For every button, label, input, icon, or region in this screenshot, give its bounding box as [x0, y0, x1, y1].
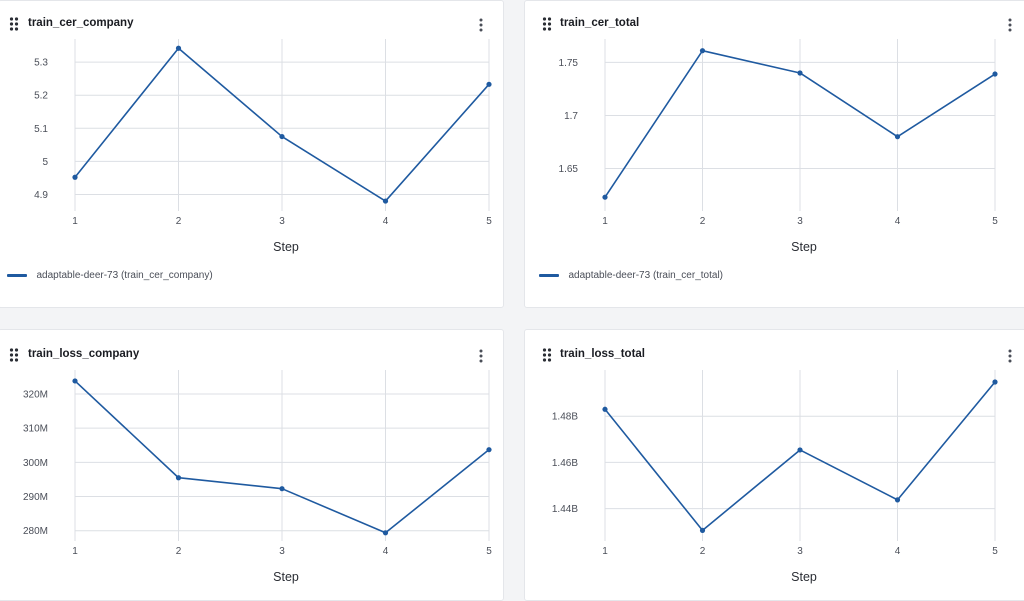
- y-tick-label: 5: [42, 157, 48, 168]
- x-tick-label: 3: [797, 216, 803, 227]
- data-point[interactable]: [382, 198, 389, 204]
- data-point[interactable]: [72, 378, 78, 384]
- panel-title: train_cer_company: [28, 17, 134, 29]
- panel-header: train_loss_company: [0, 330, 503, 376]
- x-tick-label: 4: [895, 546, 901, 557]
- x-axis-label: Step: [791, 240, 817, 254]
- y-tick-label: 5.3: [34, 58, 48, 69]
- x-tick-label: 5: [992, 546, 998, 557]
- panel-header: train_cer_total: [525, 1, 1024, 47]
- x-tick-label: 3: [279, 216, 285, 227]
- more-vertical-icon[interactable]: [1006, 17, 1014, 33]
- data-point[interactable]: [797, 447, 803, 453]
- panel-header: train_cer_company: [0, 1, 503, 47]
- legend-label: adaptable-deer-73 (train_cer_total): [568, 270, 723, 282]
- x-tick-label: 1: [72, 216, 78, 227]
- y-tick-label: 1.7: [564, 111, 578, 122]
- more-vertical-icon[interactable]: [477, 17, 485, 33]
- data-point[interactable]: [175, 45, 182, 51]
- x-tick-label: 2: [176, 216, 182, 227]
- data-point[interactable]: [699, 527, 706, 533]
- drag-handle-icon[interactable]: [9, 17, 19, 31]
- data-point[interactable]: [602, 194, 608, 200]
- data-point[interactable]: [279, 486, 285, 492]
- drag-handle-icon[interactable]: [542, 348, 552, 362]
- data-point[interactable]: [382, 530, 389, 536]
- panel-train-cer-total: train_cer_total 1.65 1.7 1.75 1 2 3 4 5 Step ada…: [524, 0, 1024, 308]
- y-tick-label: 5.2: [34, 91, 48, 102]
- x-axis-label: Step: [273, 570, 299, 584]
- panel-title: train_loss_company: [28, 348, 140, 360]
- x-tick-label: 2: [700, 546, 706, 557]
- y-tick-label: 5.1: [34, 124, 48, 135]
- y-tick-label: 280M: [23, 526, 48, 537]
- x-tick-label: 2: [700, 216, 706, 227]
- data-point[interactable]: [797, 70, 803, 76]
- y-tick-label: 1.65: [559, 164, 579, 175]
- panel-header: train_loss_total: [525, 330, 1024, 376]
- x-tick-label: 5: [486, 216, 492, 227]
- x-tick-label: 1: [602, 546, 608, 557]
- y-tick-label: 290M: [23, 492, 48, 503]
- x-tick-label: 2: [176, 546, 182, 557]
- more-vertical-icon[interactable]: [477, 348, 485, 364]
- x-tick-label: 1: [602, 216, 608, 227]
- data-point[interactable]: [279, 133, 285, 140]
- x-tick-label: 4: [383, 216, 389, 227]
- y-tick-label: 320M: [23, 389, 48, 400]
- panel-train-loss-company: train_loss_company 280M 290M 300M 310M 320M 1…: [0, 329, 504, 601]
- y-tick-label: 1.75: [559, 58, 579, 69]
- legend-item[interactable]: adaptable-deer-73 (train_cer_company): [7, 267, 213, 283]
- x-axis-label: Step: [273, 240, 299, 254]
- x-tick-label: 4: [895, 216, 901, 227]
- legend-swatch: [539, 274, 559, 278]
- data-point[interactable]: [894, 497, 901, 503]
- drag-handle-icon[interactable]: [9, 348, 19, 362]
- data-point[interactable]: [486, 447, 492, 453]
- chart-train-cer-total: 1.65 1.7 1.75 1 2 3 4 5 Step: [559, 39, 998, 254]
- y-tick-label: 310M: [23, 424, 48, 435]
- data-point[interactable]: [175, 475, 182, 481]
- data-point[interactable]: [894, 134, 901, 140]
- chart-train-loss-total: 1.44B 1.46B 1.48B 1 2 3 4 5 Step: [552, 370, 998, 584]
- y-tick-label: 4.9: [34, 190, 48, 201]
- data-point[interactable]: [699, 48, 706, 54]
- chart-train-cer-company: 4.9 5 5.1 5.2 5.3 1 2 3 4 5 Step: [34, 39, 492, 254]
- more-vertical-icon[interactable]: [1006, 348, 1014, 364]
- y-tick-label: 1.44B: [552, 504, 578, 515]
- x-tick-label: 3: [797, 546, 803, 557]
- y-tick-label: 1.48B: [552, 412, 578, 423]
- drag-handle-icon[interactable]: [542, 17, 552, 31]
- panel-train-loss-total: train_loss_total 1.44B 1.46B 1.48B 1 2 3 4 5 Ste…: [524, 329, 1024, 601]
- data-point[interactable]: [602, 406, 608, 412]
- legend-swatch: [7, 274, 27, 278]
- x-tick-label: 5: [486, 546, 492, 557]
- data-point[interactable]: [992, 379, 998, 385]
- y-tick-label: 1.46B: [552, 458, 578, 469]
- panel-train-cer-company: train_cer_company 4.9 5 5.1 5.2 5.3 1 2 3 4 5 Step…: [0, 0, 504, 308]
- y-tick-label: 300M: [23, 458, 48, 469]
- data-point[interactable]: [992, 71, 998, 77]
- x-tick-label: 1: [72, 546, 78, 557]
- x-tick-label: 5: [992, 216, 998, 227]
- legend-label: adaptable-deer-73 (train_cer_company): [36, 270, 213, 282]
- chart-train-loss-company: 280M 290M 300M 310M 320M 1 2 3 4 5 Step: [23, 370, 492, 584]
- data-point[interactable]: [72, 174, 78, 180]
- panel-title: train_loss_total: [560, 348, 645, 360]
- x-tick-label: 4: [383, 546, 389, 557]
- x-tick-label: 3: [279, 546, 285, 557]
- data-point[interactable]: [486, 81, 492, 87]
- legend-item[interactable]: adaptable-deer-73 (train_cer_total): [539, 267, 723, 283]
- x-axis-label: Step: [791, 570, 817, 584]
- panel-title: train_cer_total: [560, 17, 640, 29]
